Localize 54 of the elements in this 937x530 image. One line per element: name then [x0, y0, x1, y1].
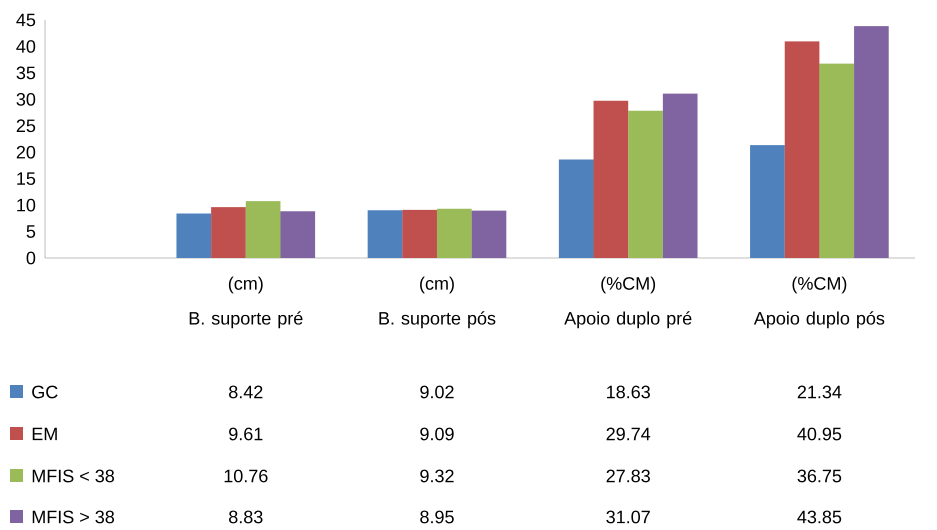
bar: [211, 207, 246, 258]
x-tick-label: Apoio duplo pré: [564, 311, 692, 328]
data-label: 10.76: [224, 470, 268, 482]
bar: [662, 94, 698, 258]
data-label: 43.85: [797, 510, 842, 524]
y-tick-label: 35: [16, 66, 36, 80]
text: (%CM): [601, 276, 656, 294]
bar: [594, 100, 628, 258]
data-label: 31.07: [606, 510, 650, 524]
y-tick-label: 25: [16, 119, 36, 132]
bar: [368, 210, 402, 258]
x-tick-label: B. suporte pré: [190, 311, 302, 328]
y-tick-label: 20: [16, 146, 36, 159]
x-tick-label: B. suporte pós: [379, 311, 496, 328]
data-label: 9.61: [229, 428, 262, 440]
y-tick-label: 0: [26, 252, 36, 264]
text: (cm): [420, 276, 454, 294]
data-label: 8.95: [420, 510, 454, 524]
y-tick-label: 5: [26, 225, 36, 238]
bar: [854, 26, 889, 258]
data-label: 27.83: [606, 470, 650, 482]
bar: [472, 210, 506, 258]
y-tick-label: 15: [17, 172, 36, 185]
legend-label: MFIS < 38: [32, 470, 114, 482]
bar: [558, 159, 594, 258]
legend-label: EM: [32, 428, 57, 440]
data-label: 18.63: [607, 386, 650, 398]
bar: [750, 145, 785, 258]
data-label: 36.75: [798, 470, 842, 482]
y-tick-label: 10: [17, 198, 36, 212]
bar: [819, 64, 854, 258]
bar: [402, 210, 437, 258]
data-label: 9.02: [420, 386, 454, 398]
y-tick-label: 30: [16, 92, 36, 106]
data-label: 8.83: [229, 510, 263, 524]
data-label: 8.42: [229, 386, 262, 398]
data-label: 9.09: [420, 428, 454, 440]
data-label: 40.95: [797, 428, 842, 440]
bar: [436, 208, 472, 258]
bar: [628, 110, 663, 258]
text: (cm): [228, 276, 263, 294]
legend-label: MFIS > 38: [32, 510, 114, 524]
x-tick-label: Apoio duplo pós: [754, 311, 884, 328]
text: (%CM): [792, 276, 846, 294]
data-label: 21.34: [798, 386, 842, 398]
bar: [176, 213, 212, 258]
legend-label: GC: [32, 386, 58, 398]
bar: [280, 211, 316, 258]
y-tick-label: 40: [16, 40, 36, 53]
data-label: 9.32: [420, 470, 454, 482]
bar: [784, 41, 820, 258]
bar: [246, 201, 280, 258]
y-tick-label: 45: [16, 14, 36, 26]
data-label: 29.74: [606, 428, 650, 440]
